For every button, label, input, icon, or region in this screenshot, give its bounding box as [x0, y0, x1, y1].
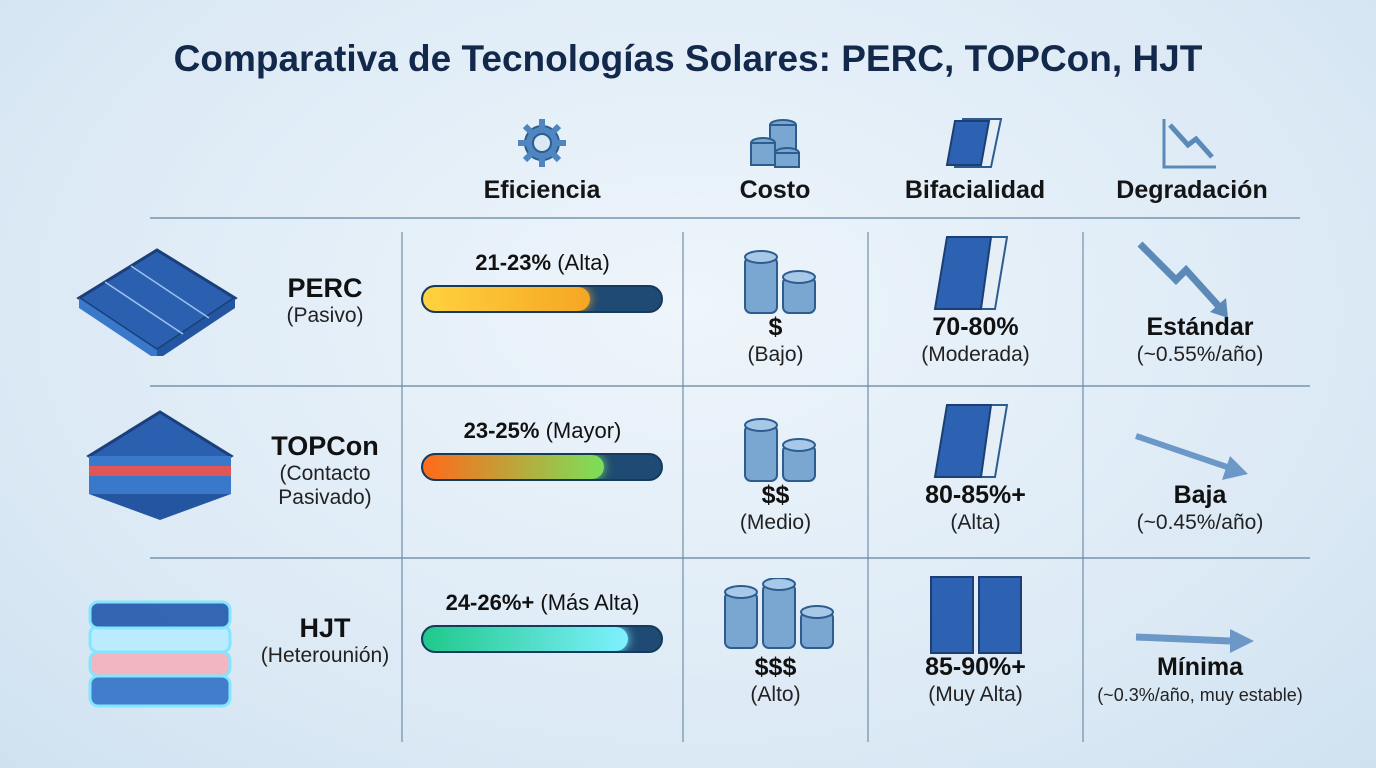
bifaciality-value: 80-85%+	[925, 481, 1026, 509]
efficiency-bar	[421, 285, 663, 313]
bifaciality-cell: 85-90%+ (Muy Alta)	[868, 653, 1083, 709]
technology-subtitle: (Pasivo)	[286, 304, 364, 327]
column-header-degradation: Degradación	[1116, 176, 1268, 204]
column-header-cost: Costo	[739, 176, 811, 204]
cost-cell: $ (Bajo)	[683, 313, 868, 369]
efficiency-label: 23-25% (Mayor)	[402, 418, 683, 444]
technology-name: HJT (Heterounión)	[235, 613, 415, 668]
efficiency-value: 23-25%	[463, 418, 540, 443]
bifaciality-value: 85-90%+	[925, 653, 1026, 681]
cost-note: (Medio)	[739, 511, 812, 534]
efficiency-bar-fill	[423, 627, 628, 651]
coins-icon	[724, 578, 834, 649]
degradation-note: (~0.55%/año)	[1136, 343, 1264, 366]
chart-down-icon	[1162, 119, 1216, 169]
efficiency-note: (Más Alta)	[540, 590, 640, 615]
technology-name: TOPCon (Contacto Pasivado)	[235, 431, 415, 510]
cost-cell: $$$ (Alto)	[683, 653, 868, 709]
column-divider	[1082, 232, 1084, 742]
efficiency-bar	[421, 453, 663, 481]
degradation-note: (~0.45%/año)	[1136, 511, 1264, 534]
bifaciality-value: 70-80%	[932, 313, 1019, 341]
efficiency-note: (Alta)	[557, 250, 610, 275]
technology-subtitle: (Heterounión)	[260, 644, 390, 667]
degradation-cell: Estándar (~0.55%/año)	[1070, 313, 1330, 369]
degradation-value: Estándar	[1146, 313, 1254, 341]
cost-note: (Alto)	[750, 683, 801, 706]
zigzag-down-arrow-icon	[1137, 241, 1228, 318]
bifaciality-note: (Muy Alta)	[928, 683, 1023, 706]
coins-icon	[744, 250, 816, 314]
efficiency-value: 21-23%	[475, 250, 552, 275]
column-divider	[867, 232, 869, 742]
gear-icon	[518, 119, 566, 167]
column-header-efficiency: Eficiencia	[483, 176, 601, 204]
column-divider	[682, 232, 684, 742]
row-divider	[150, 385, 1310, 387]
technology-title: TOPCon	[271, 431, 379, 461]
technology-subtitle-line2: Pasivado)	[278, 486, 372, 509]
degradation-value: Baja	[1173, 481, 1227, 509]
bifacial-panel-icon	[930, 576, 1022, 654]
cost-value: $	[768, 313, 783, 341]
degradation-note: (~0.3%/año, muy estable)	[1097, 685, 1303, 705]
page-title: Comparativa de Tecnologías Solares: PERC…	[173, 38, 1203, 79]
efficiency-value: 24-26%+	[445, 590, 535, 615]
technology-name: PERC (Pasivo)	[235, 273, 415, 328]
bifaciality-note: (Alta)	[950, 511, 1001, 534]
slight-down-arrow-icon	[1135, 433, 1248, 480]
efficiency-bar-fill	[423, 287, 590, 311]
technology-title: HJT	[299, 613, 351, 643]
layered-cell-icon	[86, 410, 234, 520]
cost-note: (Bajo)	[747, 343, 804, 366]
header-divider	[150, 217, 1300, 219]
solar-panel-icon	[945, 118, 1003, 168]
cost-cell: $$ (Medio)	[683, 481, 868, 537]
cost-value: $$$	[754, 653, 797, 681]
technology-title: PERC	[287, 273, 363, 303]
efficiency-bar-fill	[423, 455, 604, 479]
column-header-bifaciality: Bifacialidad	[904, 176, 1046, 204]
bifacial-panel-icon	[933, 236, 1009, 310]
bifacial-panel-icon	[933, 404, 1009, 478]
flat-arrow-icon	[1135, 629, 1254, 653]
bifaciality-cell: 80-85%+ (Alta)	[868, 481, 1083, 537]
degradation-cell: Baja (~0.45%/año)	[1070, 481, 1330, 537]
cost-value: $$	[761, 481, 790, 509]
coins-icon	[744, 418, 816, 482]
bifaciality-cell: 70-80% (Moderada)	[868, 313, 1083, 369]
efficiency-label: 24-26%+ (Más Alta)	[402, 590, 683, 616]
row-divider	[150, 557, 1310, 559]
degradation-cell: Mínima (~0.3%/año, muy estable)	[1070, 653, 1330, 709]
solar-cell-icon	[76, 248, 238, 356]
technology-subtitle: (Contacto	[279, 462, 371, 485]
efficiency-bar	[421, 625, 663, 653]
glowing-stack-cell-icon	[88, 600, 232, 708]
degradation-value: Mínima	[1156, 653, 1244, 681]
bifaciality-note: (Moderada)	[921, 343, 1030, 366]
column-divider	[401, 232, 403, 742]
efficiency-label: 21-23% (Alta)	[402, 250, 683, 276]
efficiency-note: (Mayor)	[545, 418, 622, 443]
coins-icon	[750, 119, 800, 168]
